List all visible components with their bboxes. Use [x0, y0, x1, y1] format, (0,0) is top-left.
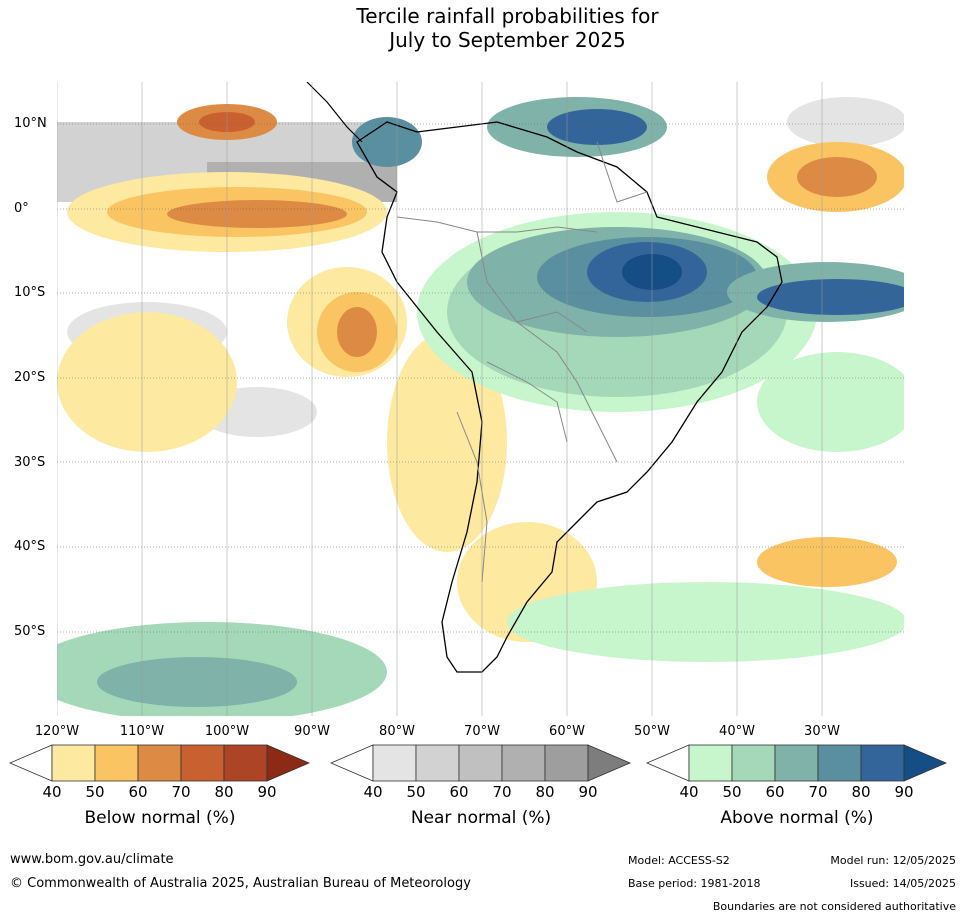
cbar-below-seg-4	[180, 744, 225, 782]
footer-issued: Issued: 14/05/2025	[849, 877, 956, 890]
cbar-above-label: Above normal (%)	[720, 808, 874, 828]
footer-copyright: © Commonwealth of Australia 2025, Austra…	[10, 876, 471, 891]
map-title: Tercile rainfall probabilities for July …	[0, 4, 965, 52]
footer-model: Model: ACCESS-S2	[628, 854, 730, 867]
footer-base-period: Base period: 1981-2018	[628, 877, 761, 890]
cbar-below-tick: 80	[214, 783, 234, 801]
cbar-above-seg-5	[860, 744, 905, 782]
cbar-above-seg-1	[688, 744, 733, 782]
footer-model-run: Model run: 12/05/2025	[830, 854, 956, 867]
central-america-coastline	[306, 82, 363, 143]
cbar-above-right-arrow	[903, 744, 948, 782]
cbar-near-seg-2	[415, 744, 460, 782]
lon-label-40w: 40°W	[719, 724, 755, 739]
above-normal-south-atlantic	[507, 582, 904, 662]
cbar-near-seg-5	[544, 744, 589, 782]
footer-url: www.bom.gov.au/climate	[10, 852, 174, 867]
cbar-above-seg-2	[731, 744, 776, 782]
cbar-below-tick: 70	[171, 783, 191, 801]
cbar-below-tick: 50	[85, 783, 105, 801]
cbar-below-seg-3	[137, 744, 182, 782]
colorbar-near-normal	[329, 744, 632, 782]
title-line-2: July to September 2025	[389, 28, 626, 52]
title-line-1: Tercile rainfall probabilities for	[356, 4, 659, 28]
cbar-near-seg-1	[372, 744, 417, 782]
cbar-near-tick: 60	[449, 783, 469, 801]
meridians	[57, 82, 823, 716]
above-normal-atlantic-core	[757, 279, 904, 315]
above-normal-east-atlantic	[757, 352, 904, 452]
lat-label-10s: 10°S	[14, 285, 46, 300]
below-normal-chile	[387, 332, 507, 552]
cbar-near-left-arrow	[329, 744, 374, 782]
cbar-below-tick: 60	[128, 783, 148, 801]
lat-label-30s: 30°S	[14, 455, 46, 470]
cbar-near-tick: 90	[578, 783, 598, 801]
map-canvas	[57, 82, 904, 716]
lon-label-70w: 70°W	[464, 724, 500, 739]
cbar-above-tick: 80	[851, 783, 871, 801]
cbar-below-seg-5	[223, 744, 268, 782]
cbar-above-tick: 90	[894, 783, 914, 801]
cbar-near-tick: 40	[363, 783, 383, 801]
cbar-near-right-arrow	[587, 744, 632, 782]
below-normal-peru-3	[337, 307, 377, 357]
lon-label-90w: 90°W	[294, 724, 330, 739]
cbar-above-seg-4	[817, 744, 862, 782]
cbar-above-tick: 70	[808, 783, 828, 801]
cbar-near-tick: 50	[406, 783, 426, 801]
cbar-near-tick: 70	[492, 783, 512, 801]
rainfall-probability-map	[57, 82, 904, 716]
lon-label-110w: 110°W	[119, 724, 165, 739]
below-normal-south-atlantic	[757, 537, 897, 587]
cbar-above-tick: 50	[722, 783, 742, 801]
lon-label-120w: 120°W	[34, 724, 80, 739]
cbar-near-seg-3	[458, 744, 503, 782]
lon-label-100w: 100°W	[204, 724, 250, 739]
cbar-near-seg-4	[501, 744, 546, 782]
footer-disclaimer: Boundaries are not considered authoritat…	[712, 900, 956, 913]
below-normal-atlantic-2	[797, 157, 877, 197]
cbar-above-left-arrow	[645, 744, 690, 782]
above-normal-colombia	[352, 117, 422, 167]
cbar-above-tick: 60	[765, 783, 785, 801]
near-normal-patch-3	[787, 97, 904, 147]
lon-label-50w: 50°W	[634, 724, 670, 739]
graticule	[57, 123, 904, 633]
below-normal-southwest	[57, 312, 237, 452]
lat-label-20s: 20°S	[14, 370, 46, 385]
lat-label-0: 0°	[14, 201, 29, 216]
lon-label-30w: 30°W	[804, 724, 840, 739]
country-borders	[396, 141, 648, 583]
cbar-below-seg-1	[51, 744, 96, 782]
cbar-below-label: Below normal (%)	[84, 808, 236, 828]
lat-label-10n: 10°N	[14, 116, 47, 131]
lat-label-50s: 50°S	[14, 624, 46, 639]
cbar-below-right-arrow	[266, 744, 311, 782]
cbar-near-label: Near normal (%)	[410, 808, 552, 828]
cbar-below-tick: 40	[42, 783, 62, 801]
cbar-above-seg-3	[774, 744, 819, 782]
south-america-coastline	[356, 121, 783, 673]
cbar-near-tick: 80	[535, 783, 555, 801]
cbar-below-tick: 90	[257, 783, 277, 801]
colorbar-above-normal	[645, 744, 948, 782]
above-normal-caribbean-core	[547, 109, 647, 145]
below-normal-band-3	[167, 200, 347, 228]
lat-label-40s: 40°S	[14, 539, 46, 554]
lon-label-80w: 80°W	[379, 724, 415, 739]
cbar-below-seg-2	[94, 744, 139, 782]
colorbar-below-normal	[8, 744, 311, 782]
cbar-below-left-arrow	[8, 744, 53, 782]
cbar-above-tick: 40	[679, 783, 699, 801]
above-normal-south-pacific-core	[97, 657, 297, 707]
lon-label-60w: 60°W	[549, 724, 585, 739]
